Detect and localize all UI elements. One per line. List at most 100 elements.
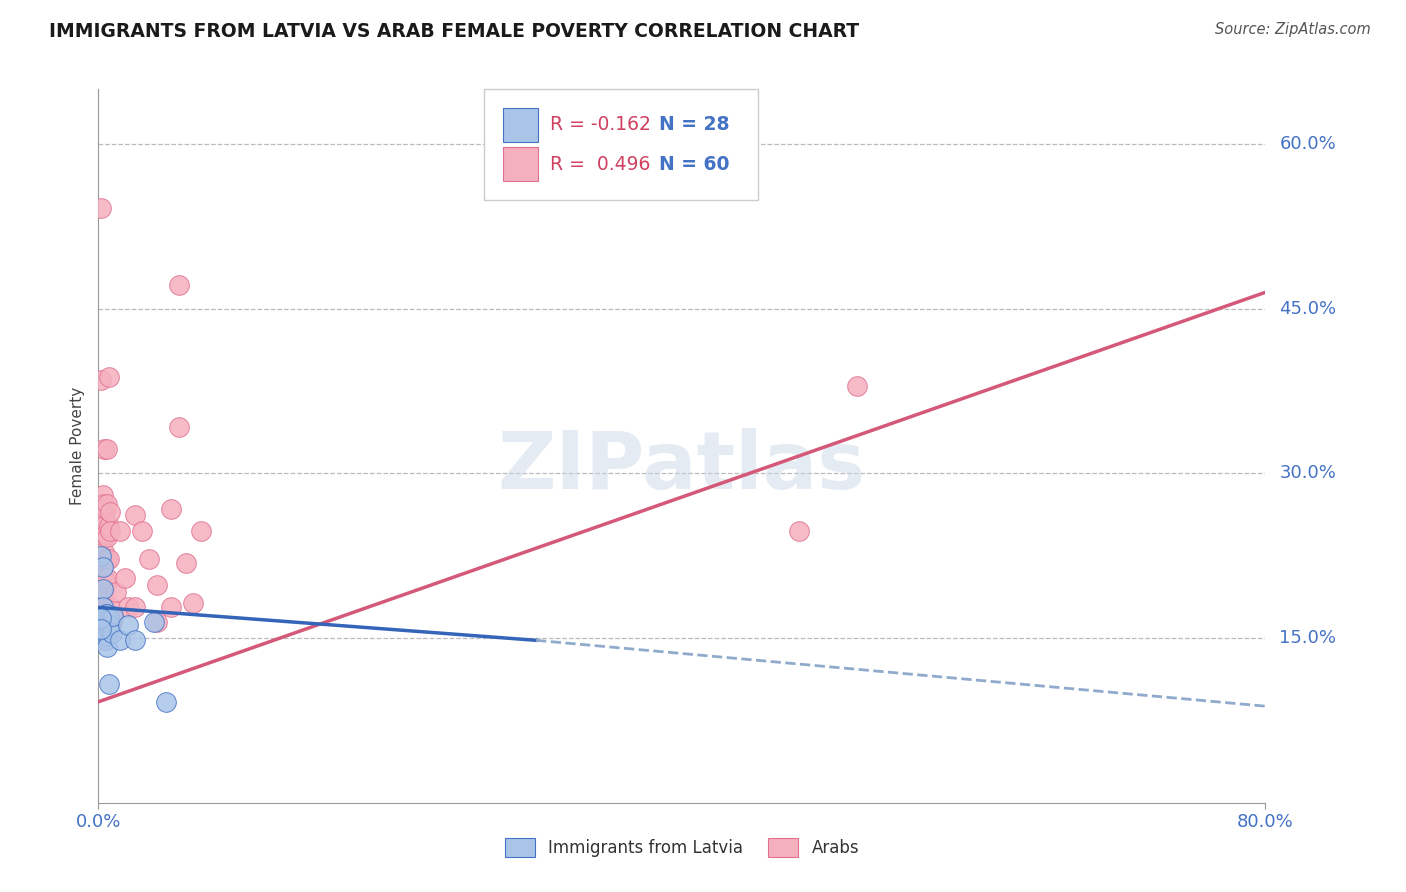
Point	[97, 519, 120, 533]
Point	[91, 582, 114, 596]
Point	[93, 585, 115, 599]
Point	[96, 497, 118, 511]
Point	[91, 611, 114, 625]
Point	[91, 559, 114, 574]
Point	[94, 501, 117, 516]
Point	[91, 604, 114, 618]
Point	[124, 633, 146, 648]
Point	[101, 611, 124, 625]
Text: Source: ZipAtlas.com: Source: ZipAtlas.com	[1215, 22, 1371, 37]
Legend: Immigrants from Latvia, Arabs: Immigrants from Latvia, Arabs	[496, 830, 868, 866]
Point	[117, 600, 139, 615]
Point	[138, 552, 160, 566]
Text: N = 60: N = 60	[658, 154, 730, 174]
Point	[96, 607, 118, 621]
Point	[91, 505, 114, 519]
Point	[94, 623, 117, 637]
Point	[94, 607, 117, 621]
Point	[94, 615, 117, 629]
FancyBboxPatch shape	[503, 108, 538, 142]
Point	[160, 501, 183, 516]
Point	[114, 571, 136, 585]
Point	[124, 600, 146, 615]
Point	[93, 545, 115, 559]
Point	[90, 201, 112, 215]
Point	[190, 524, 212, 538]
Point	[96, 640, 118, 654]
Text: 60.0%: 60.0%	[1279, 135, 1336, 153]
Point	[98, 524, 121, 538]
Point	[90, 373, 112, 387]
Point	[96, 552, 118, 566]
Point	[93, 497, 115, 511]
Point	[846, 378, 869, 392]
Point	[146, 615, 169, 629]
Text: 45.0%: 45.0%	[1279, 300, 1337, 318]
Point	[110, 633, 132, 648]
Text: ZIPatlas: ZIPatlas	[498, 428, 866, 507]
Point	[93, 618, 115, 632]
Point	[98, 618, 121, 632]
Text: R = -0.162: R = -0.162	[550, 115, 651, 135]
Point	[93, 508, 115, 523]
Point	[97, 369, 120, 384]
Point	[160, 600, 183, 615]
Point	[90, 549, 112, 563]
Point	[89, 600, 111, 615]
Text: N = 28: N = 28	[658, 115, 730, 135]
Point	[181, 596, 204, 610]
Point	[89, 625, 111, 640]
Point	[94, 552, 117, 566]
Point	[97, 552, 120, 566]
Point	[167, 277, 190, 292]
Point	[96, 571, 118, 585]
Text: 30.0%: 30.0%	[1279, 465, 1336, 483]
Point	[97, 623, 120, 637]
Point	[91, 581, 114, 595]
Point	[93, 571, 115, 585]
Point	[101, 609, 124, 624]
Point	[93, 609, 115, 624]
Point	[787, 524, 810, 538]
Point	[93, 442, 115, 457]
Point	[104, 585, 127, 599]
Point	[155, 695, 177, 709]
Point	[91, 600, 114, 615]
FancyBboxPatch shape	[503, 147, 538, 181]
Point	[91, 623, 114, 637]
Point	[131, 524, 153, 538]
Point	[96, 530, 118, 544]
Point	[100, 615, 122, 629]
FancyBboxPatch shape	[484, 89, 758, 200]
Text: 15.0%: 15.0%	[1279, 629, 1336, 647]
Point	[100, 625, 122, 640]
Point	[94, 611, 117, 625]
Point	[110, 524, 132, 538]
Point	[142, 615, 165, 629]
Point	[96, 442, 118, 457]
Point	[91, 552, 114, 566]
Point	[93, 519, 115, 533]
Text: IMMIGRANTS FROM LATVIA VS ARAB FEMALE POVERTY CORRELATION CHART: IMMIGRANTS FROM LATVIA VS ARAB FEMALE PO…	[49, 22, 859, 41]
Text: R =  0.496: R = 0.496	[550, 154, 651, 174]
Point	[98, 505, 121, 519]
Point	[146, 578, 169, 592]
Point	[90, 611, 112, 625]
Point	[94, 625, 117, 640]
Point	[124, 508, 146, 523]
Point	[97, 677, 120, 691]
Point	[98, 600, 121, 615]
Point	[167, 420, 190, 434]
Point	[94, 526, 117, 541]
Point	[96, 618, 118, 632]
Point	[89, 633, 111, 648]
Point	[94, 633, 117, 648]
Point	[93, 623, 115, 637]
Point	[89, 615, 111, 629]
Point	[94, 602, 117, 616]
Point	[117, 618, 139, 632]
Point	[97, 611, 120, 625]
Point	[174, 557, 197, 571]
Point	[93, 530, 115, 544]
Y-axis label: Female Poverty: Female Poverty	[70, 387, 86, 505]
